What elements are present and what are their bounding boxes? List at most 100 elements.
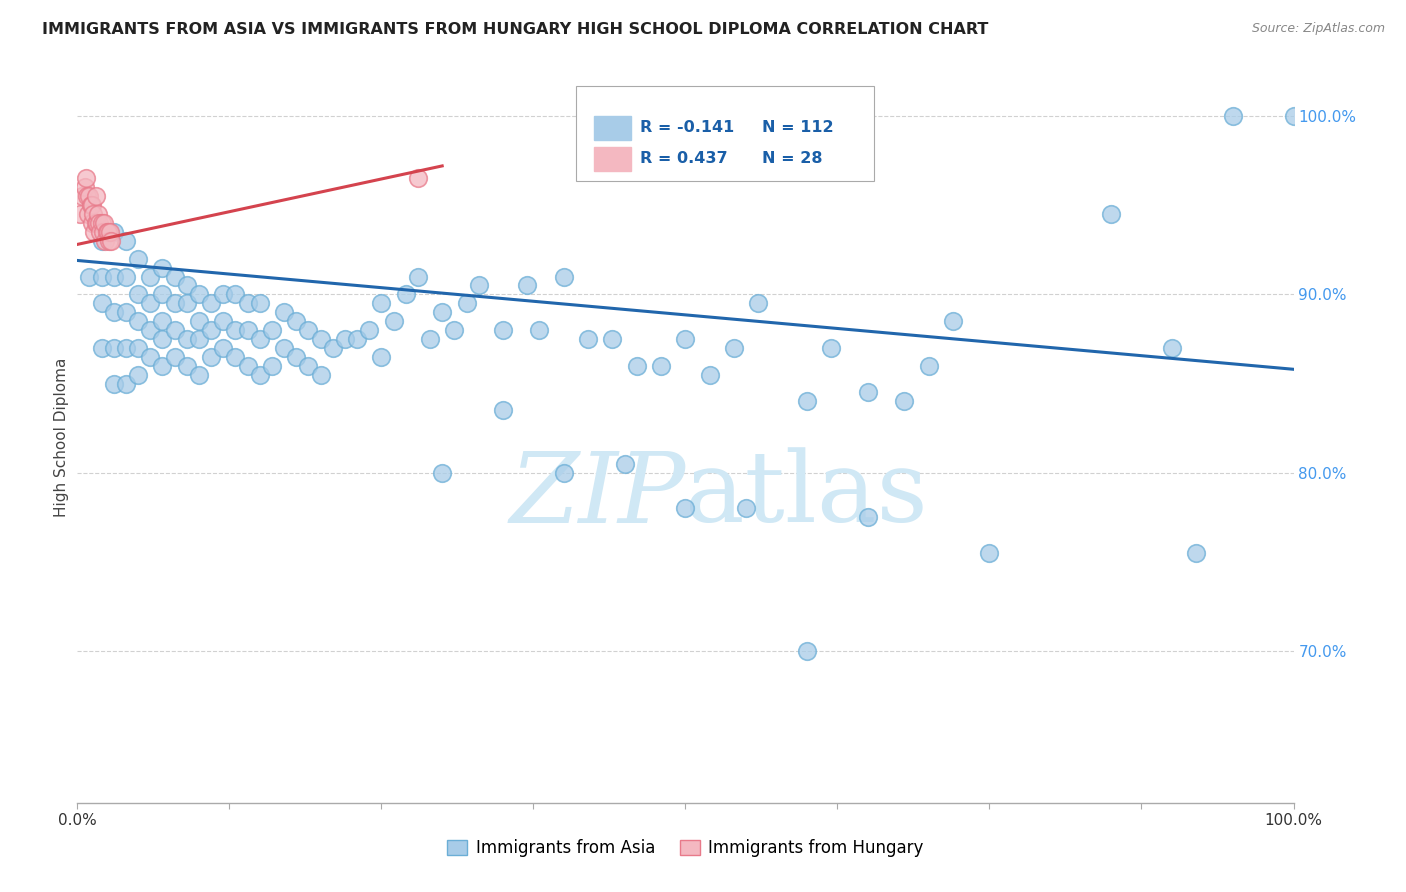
Point <box>893 394 915 409</box>
Text: N = 28: N = 28 <box>762 151 823 166</box>
Point <box>602 332 624 346</box>
Point <box>188 287 211 301</box>
Text: ZIP: ZIP <box>509 448 686 543</box>
Point <box>163 296 186 310</box>
Point <box>1099 207 1122 221</box>
Point <box>285 350 308 364</box>
Point <box>139 323 162 337</box>
Point <box>856 510 879 524</box>
Point <box>127 287 149 301</box>
Point <box>212 287 235 301</box>
Text: R = -0.141: R = -0.141 <box>640 120 735 136</box>
Point <box>553 466 575 480</box>
Point <box>139 269 162 284</box>
Point <box>115 376 138 391</box>
Point <box>456 296 478 310</box>
Point <box>79 269 101 284</box>
Point <box>626 359 648 373</box>
Point <box>1222 109 1244 123</box>
Point <box>87 207 110 221</box>
Point <box>309 368 332 382</box>
Point <box>796 644 818 658</box>
Point <box>90 234 112 248</box>
Point <box>86 216 108 230</box>
Point <box>80 198 103 212</box>
Point <box>650 359 672 373</box>
Point <box>467 278 489 293</box>
Point <box>127 314 149 328</box>
Point <box>430 305 453 319</box>
Point <box>90 341 112 355</box>
Point <box>89 225 111 239</box>
Point <box>359 323 381 337</box>
Point <box>83 225 105 239</box>
Point <box>100 234 122 248</box>
Point <box>224 287 246 301</box>
Point <box>370 350 392 364</box>
Point <box>103 305 125 319</box>
Point <box>79 189 101 203</box>
Point <box>260 359 283 373</box>
Point <box>236 359 259 373</box>
Point <box>84 216 107 230</box>
Point <box>260 323 283 337</box>
Point <box>309 332 332 346</box>
Point <box>675 332 697 346</box>
Point <box>942 314 965 328</box>
Point <box>918 359 941 373</box>
Point <box>90 216 112 230</box>
Point <box>796 394 818 409</box>
Point <box>127 252 149 266</box>
Point <box>103 341 125 355</box>
Text: IMMIGRANTS FROM ASIA VS IMMIGRANTS FROM HUNGARY HIGH SCHOOL DIPLOMA CORRELATION : IMMIGRANTS FROM ASIA VS IMMIGRANTS FROM … <box>42 22 988 37</box>
Point <box>430 466 453 480</box>
Point <box>395 287 418 301</box>
Point <box>84 189 107 203</box>
Point <box>115 341 138 355</box>
Point <box>492 403 515 417</box>
Bar <box>595 116 631 140</box>
Point <box>212 341 235 355</box>
Point <box>127 341 149 355</box>
Point <box>370 296 392 310</box>
Point <box>553 269 575 284</box>
Point <box>529 323 551 337</box>
Point <box>163 269 186 284</box>
Point <box>249 332 271 346</box>
Point <box>443 323 465 337</box>
Point <box>735 501 758 516</box>
Point <box>97 225 120 239</box>
Point <box>224 323 246 337</box>
Point <box>492 323 515 337</box>
Point <box>115 269 138 284</box>
Point <box>273 341 295 355</box>
Legend: Immigrants from Asia, Immigrants from Hungary: Immigrants from Asia, Immigrants from Hu… <box>440 832 931 864</box>
Point <box>152 332 174 346</box>
Point <box>979 546 1001 560</box>
Point <box>176 278 198 293</box>
Point <box>820 341 842 355</box>
Point <box>163 350 186 364</box>
Point <box>70 189 93 203</box>
Point <box>80 198 103 212</box>
FancyBboxPatch shape <box>576 86 875 181</box>
Point <box>333 332 356 346</box>
Point <box>91 225 114 239</box>
Point <box>90 296 112 310</box>
Point <box>1161 341 1184 355</box>
Point <box>96 225 118 239</box>
Point <box>139 350 162 364</box>
Bar <box>595 146 631 171</box>
Point <box>188 368 211 382</box>
Point <box>285 314 308 328</box>
Point <box>115 234 138 248</box>
Point <box>747 296 769 310</box>
Point <box>200 350 222 364</box>
Point <box>382 314 405 328</box>
Point <box>98 225 121 239</box>
Point <box>103 225 125 239</box>
Point <box>115 305 138 319</box>
Point <box>139 296 162 310</box>
Point <box>152 359 174 373</box>
Point <box>127 368 149 382</box>
